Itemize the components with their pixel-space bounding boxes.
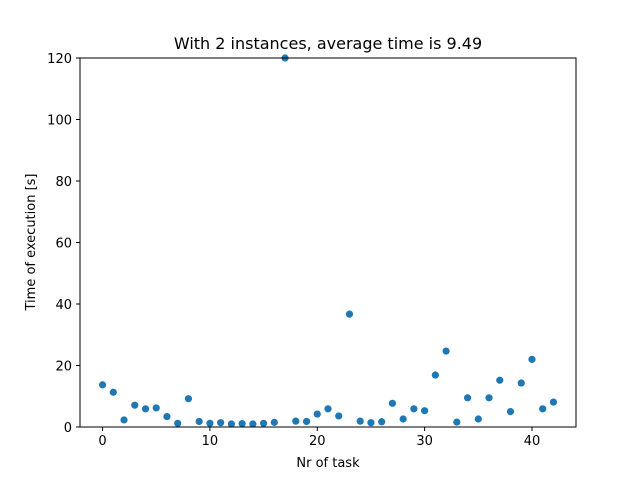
- data-point: [152, 404, 160, 412]
- data-point: [302, 417, 311, 426]
- chart-title: With 2 instances, average time is 9.49: [174, 34, 482, 53]
- data-point: [270, 418, 278, 426]
- x-tick-label: 30: [416, 434, 433, 449]
- x-tick-label: 0: [98, 434, 106, 449]
- x-axis-ticks: 0 10 20 30 40: [98, 427, 540, 449]
- data-point: [442, 347, 450, 355]
- data-point: [431, 371, 439, 379]
- x-tick-label: 20: [309, 434, 326, 449]
- data-point: [345, 310, 354, 318]
- data-point: [131, 401, 139, 409]
- data-point: [474, 415, 482, 423]
- data-point: [249, 420, 257, 428]
- data-point: [528, 355, 536, 363]
- data-point: [109, 388, 117, 396]
- y-tick-label: 120: [47, 52, 72, 67]
- data-point: [539, 405, 547, 413]
- y-axis-ticks: 0 20 40 60 80 100 120: [47, 52, 80, 436]
- data-point: [313, 410, 321, 418]
- data-point: [453, 418, 461, 426]
- data-point: [549, 398, 558, 406]
- x-axis-label: Nr of task: [296, 456, 360, 471]
- data-point: [238, 420, 246, 428]
- data-point: [184, 395, 193, 403]
- y-tick-label: 40: [55, 298, 72, 313]
- x-tick-label: 40: [524, 434, 541, 449]
- x-tick-label: 10: [202, 434, 219, 449]
- data-point: [496, 376, 504, 384]
- y-tick-label: 20: [55, 360, 72, 375]
- data-point: [217, 419, 225, 427]
- data-point: [463, 394, 472, 402]
- data-point: [421, 407, 429, 415]
- data-point: [517, 379, 525, 387]
- data-point: [259, 419, 268, 427]
- data-point: [174, 419, 182, 427]
- y-tick-label: 100: [47, 114, 72, 129]
- data-point: [206, 419, 214, 427]
- y-tick-label: 60: [55, 237, 72, 252]
- data-point: [335, 412, 343, 420]
- data-point: [506, 408, 515, 416]
- y-tick-label: 80: [55, 175, 72, 190]
- data-points: [98, 54, 558, 428]
- data-point: [378, 418, 386, 426]
- data-point: [324, 405, 332, 413]
- data-point: [141, 405, 150, 413]
- data-point: [388, 399, 397, 407]
- data-point: [163, 412, 171, 421]
- data-point: [227, 420, 235, 428]
- data-point: [292, 417, 300, 425]
- data-point: [485, 394, 493, 402]
- plot-frame: [79, 57, 577, 428]
- y-axis-label: Time of execution [s]: [24, 173, 39, 311]
- data-point: [410, 405, 418, 413]
- data-point: [399, 415, 407, 423]
- data-point: [367, 419, 375, 427]
- data-point: [120, 416, 128, 424]
- y-tick-label: 0: [64, 421, 72, 436]
- data-point: [98, 381, 107, 389]
- data-point: [356, 417, 364, 425]
- data-point: [195, 417, 203, 426]
